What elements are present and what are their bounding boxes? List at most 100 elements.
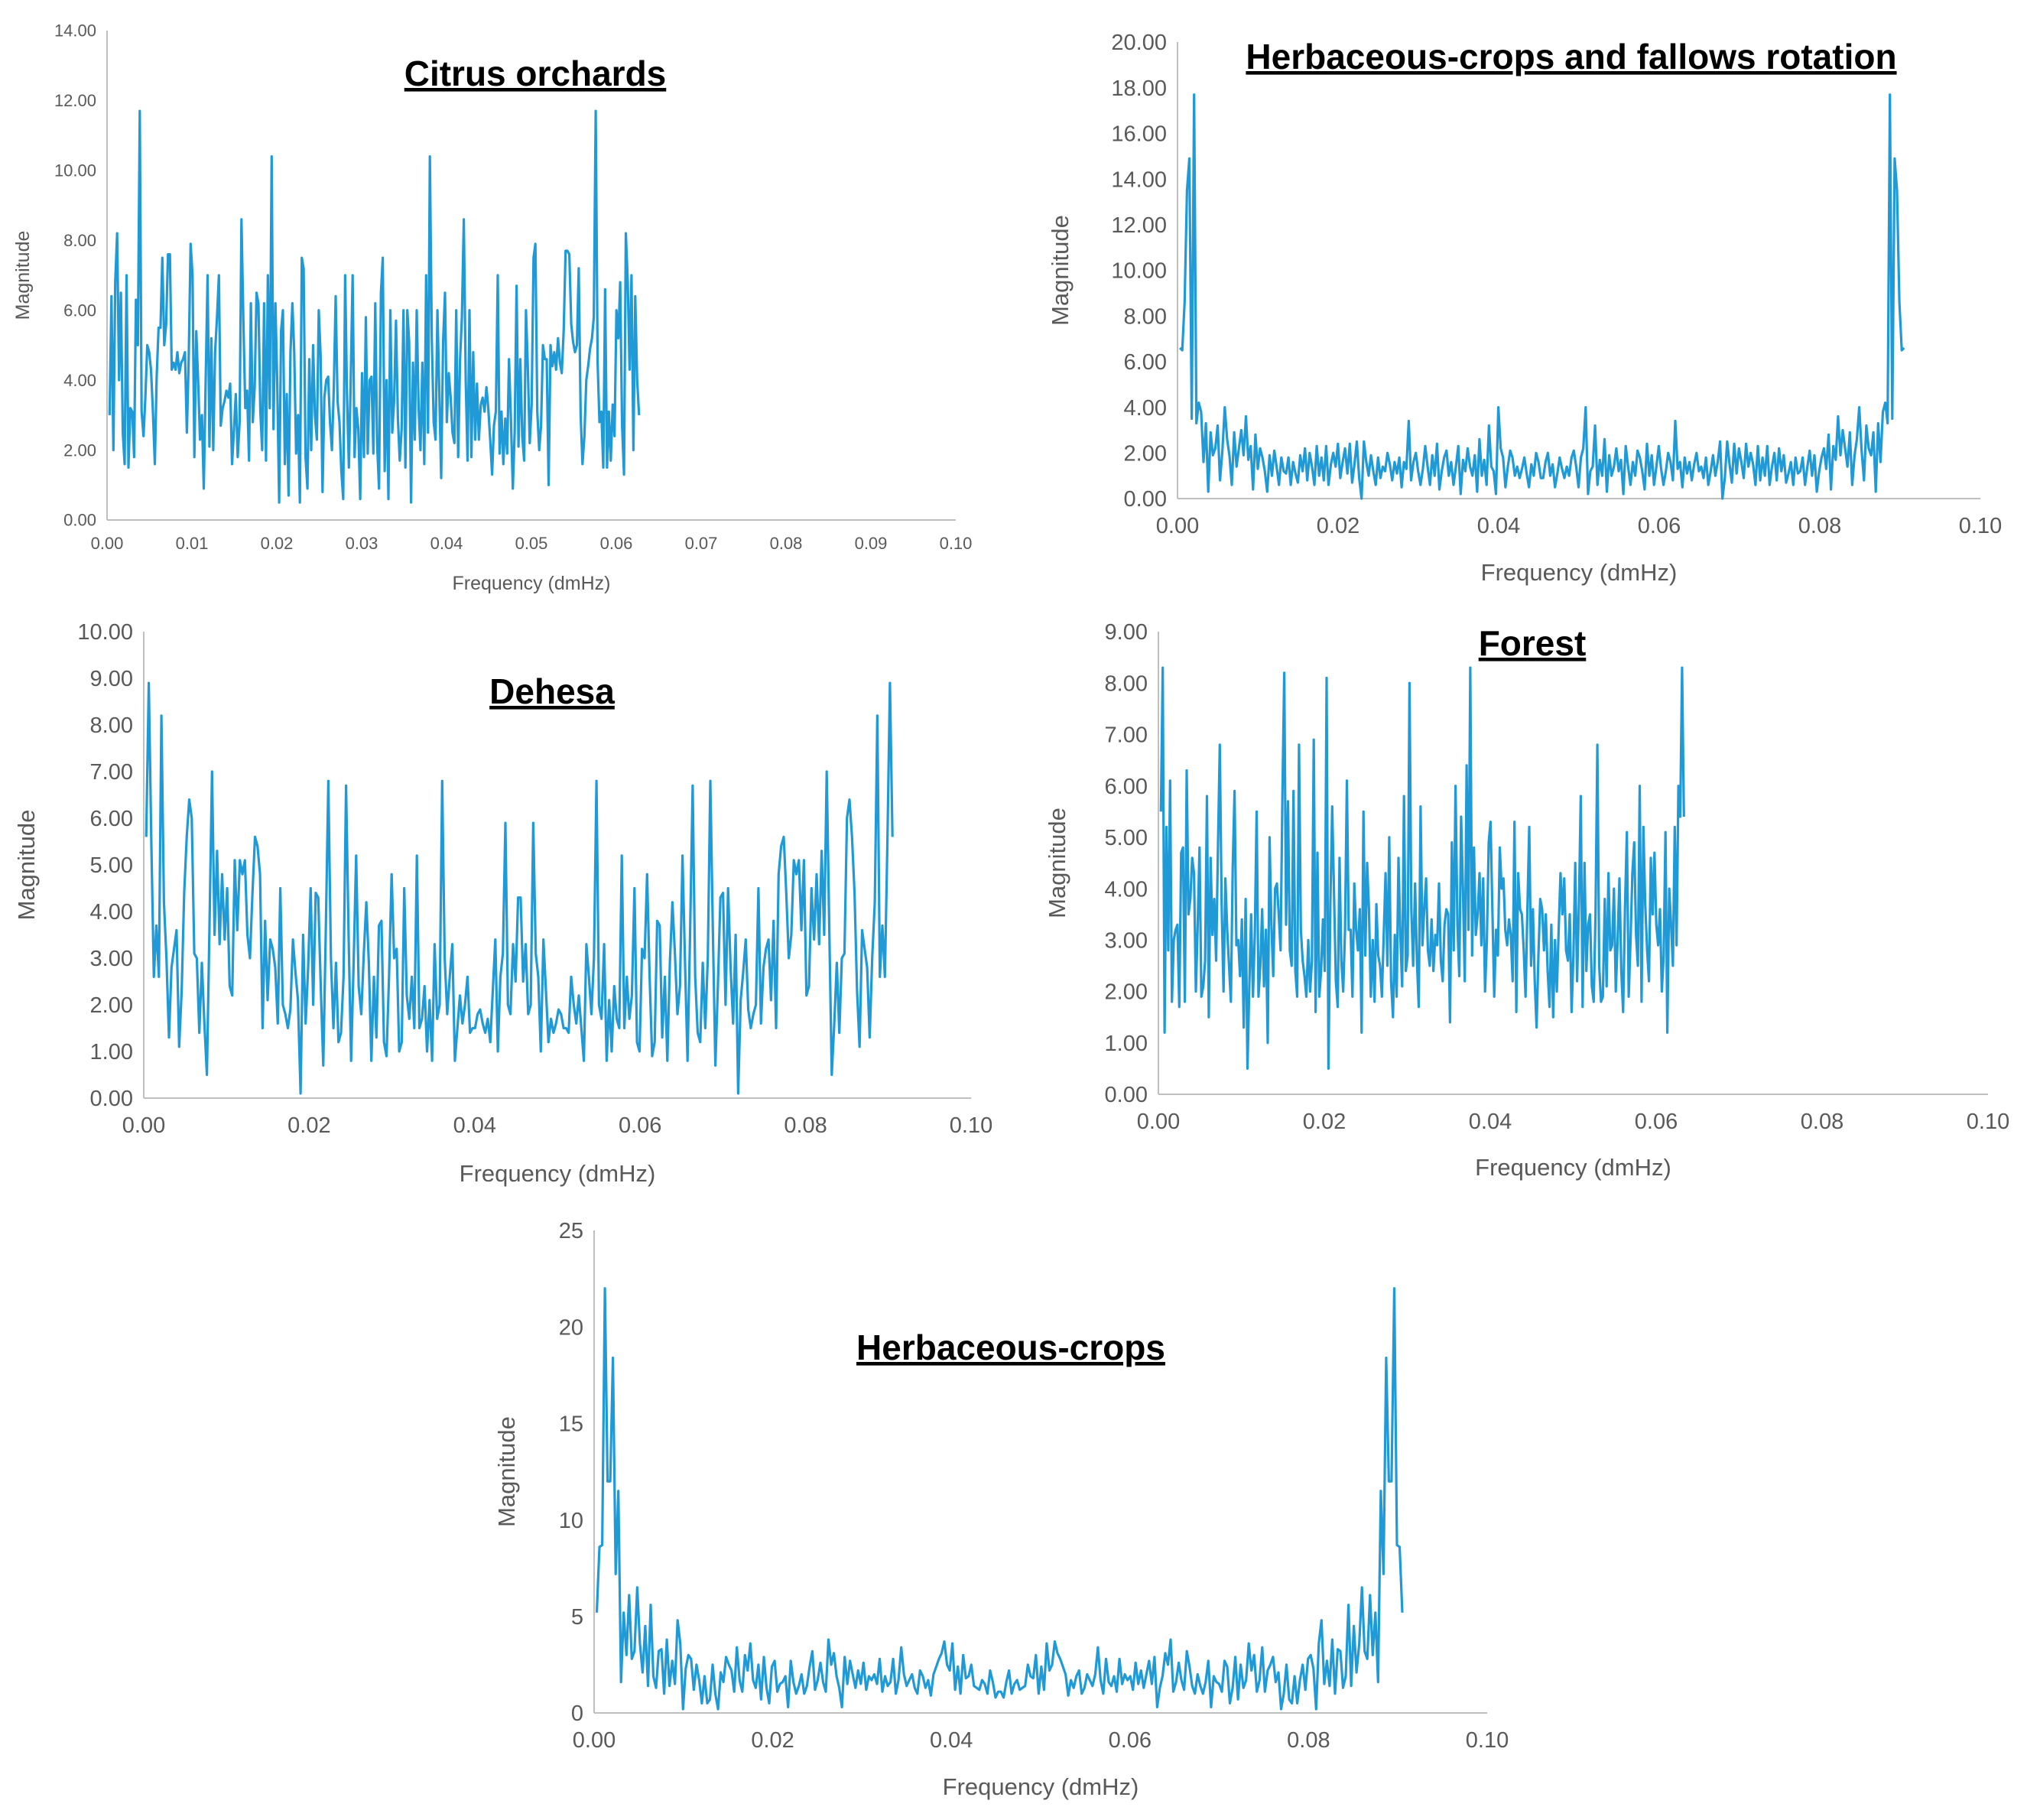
x-tick-label: 0.01 [176, 534, 209, 553]
x-tick-label: 0.02 [1317, 514, 1359, 538]
series-line [108, 109, 641, 504]
x-tick-label: 0.10 [1967, 1110, 2009, 1134]
x-tick-label: 0.00 [122, 1113, 165, 1138]
x-tick-label: 0.06 [619, 1113, 661, 1138]
x-tick-label: 0.05 [515, 534, 548, 553]
y-tick-label: 2.00 [1105, 980, 1148, 1005]
y-tick-label: 9.00 [90, 667, 133, 691]
y-tick-label: 14.00 [1111, 167, 1167, 192]
y-axis-label: Magnitude [12, 231, 34, 320]
y-tick-label: 10.00 [54, 161, 96, 180]
y-tick-label: 8.00 [1105, 671, 1148, 696]
x-tick-label: 0.02 [261, 534, 294, 553]
y-tick-label: 15 [559, 1412, 583, 1437]
y-axis-label: Magnitude [493, 1416, 520, 1527]
y-axis-label: Magnitude [1044, 808, 1070, 918]
x-tick-label: 0.08 [1798, 514, 1841, 538]
chart-citrus: 0.00 2.00 4.00 6.00 8.00 10.00 12.00 14.00 0.00 0… [12, 21, 972, 594]
y-tick-label: 3.00 [90, 947, 133, 971]
x-tick-label: 0.02 [751, 1728, 794, 1753]
y-tick-label: 5.00 [1105, 826, 1148, 850]
x-tick-label: 0.06 [600, 534, 633, 553]
y-tick-label: 10 [559, 1509, 583, 1533]
y-tick-label: 20.00 [1111, 31, 1167, 55]
x-axis-label: Frequency (dmHz) [1475, 1154, 1671, 1181]
y-tick-label: 4.00 [1124, 396, 1167, 421]
x-tick-label: 0.08 [1801, 1110, 1843, 1134]
x-tick-label: 0.02 [287, 1113, 330, 1138]
y-tick-label: 0.00 [90, 1087, 133, 1111]
x-tick-label: 0.00 [1137, 1110, 1180, 1134]
x-tick-label: 0.08 [784, 1113, 827, 1138]
y-tick-label: 10.00 [1111, 259, 1167, 284]
x-tick-label: 0.10 [940, 534, 973, 553]
x-tick-label: 0.03 [346, 534, 378, 553]
y-tick-label: 3.00 [1105, 928, 1148, 953]
series-line [145, 681, 894, 1095]
y-tick-label: 5.00 [90, 853, 133, 878]
x-tick-label: 0.04 [1469, 1110, 1512, 1134]
y-tick-label: 0.00 [1105, 1083, 1148, 1107]
x-axis-label: Frequency (dmHz) [943, 1773, 1139, 1800]
y-tick-label: 12.00 [54, 91, 96, 110]
y-tick-label: 8.00 [63, 231, 96, 250]
x-axis-label: Frequency (dmHz) [1481, 559, 1678, 586]
y-tick-label: 6.00 [90, 807, 133, 831]
chart-title: Forest [1479, 623, 1587, 663]
y-tick-label: 2.00 [63, 440, 96, 460]
series-line [1159, 666, 1685, 1071]
x-tick-label: 0.04 [930, 1728, 973, 1753]
y-tick-label: 18.00 [1111, 76, 1167, 101]
chart-forest: 0.00 1.00 2.00 3.00 4.00 5.00 6.00 7.00 8.00 9.00… [1044, 620, 2009, 1181]
y-tick-label: 20 [559, 1315, 583, 1340]
x-tick-label: 0.04 [1477, 514, 1520, 538]
y-tick-label: 4.00 [90, 900, 133, 925]
x-tick-label: 0.08 [1287, 1728, 1330, 1753]
y-tick-label: 16.00 [1111, 122, 1167, 147]
y-tick-label: 4.00 [63, 371, 96, 390]
x-tick-label: 0.04 [430, 534, 463, 553]
y-tick-label: 14.00 [54, 21, 96, 41]
x-tick-label: 0.00 [1156, 514, 1199, 538]
y-tick-label: 6.00 [1105, 775, 1148, 799]
chart-title: Dehesa [489, 671, 615, 711]
x-axis-label: Frequency (dmHz) [453, 573, 611, 594]
y-tick-label: 8.00 [1124, 304, 1167, 329]
y-tick-label: 8.00 [90, 713, 133, 738]
x-tick-label: 0.04 [453, 1113, 496, 1138]
series-line [1179, 93, 1905, 500]
y-tick-label: 7.00 [90, 760, 133, 785]
x-tick-label: 0.06 [1638, 514, 1681, 538]
x-tick-label: 0.10 [950, 1113, 992, 1138]
y-tick-label: 0.00 [1124, 487, 1167, 512]
x-tick-label: 0.06 [1635, 1110, 1678, 1134]
x-tick-label: 0.02 [1303, 1110, 1346, 1134]
y-tick-label: 2.00 [1124, 441, 1167, 466]
y-tick-label: 1.00 [90, 1040, 133, 1064]
x-tick-label: 0.00 [573, 1728, 616, 1753]
chart-title: Herbaceous-crops and fallows rotation [1246, 37, 1896, 76]
x-tick-label: 0.09 [855, 534, 888, 553]
x-tick-label: 0.10 [1959, 514, 2002, 538]
x-tick-label: 0.06 [1109, 1728, 1152, 1753]
chart-herb: 0 5 10 15 20 25 0.00 0.02 0.04 0.06 0.08 0.10 Freque… [493, 1219, 1509, 1800]
chart-dehesa: 0.00 1.00 2.00 3.00 4.00 5.00 6.00 7.00 8.00 9.00… [13, 620, 992, 1187]
y-tick-label: 12.00 [1111, 213, 1167, 238]
x-axis-label: Frequency (dmHz) [460, 1160, 656, 1187]
y-tick-label: 0.00 [63, 511, 96, 530]
y-tick-label: 7.00 [1105, 723, 1148, 748]
y-tick-label: 10.00 [77, 620, 133, 645]
x-tick-label: 0.10 [1466, 1728, 1509, 1753]
y-tick-label: 1.00 [1105, 1032, 1148, 1056]
y-tick-label: 4.00 [1105, 877, 1148, 902]
y-tick-label: 2.00 [90, 993, 133, 1018]
x-tick-label: 0.07 [685, 534, 718, 553]
x-tick-label: 0.08 [770, 534, 803, 553]
y-tick-label: 5 [571, 1605, 583, 1630]
y-tick-label: 9.00 [1105, 620, 1148, 645]
y-tick-label: 25 [559, 1219, 583, 1243]
chart-herb_fallow: 0.00 2.00 4.00 6.00 8.00 10.00 12.00 14.00 16.00… [1047, 31, 2002, 586]
y-tick-label: 6.00 [63, 301, 96, 320]
y-axis-label: Magnitude [1047, 215, 1074, 326]
